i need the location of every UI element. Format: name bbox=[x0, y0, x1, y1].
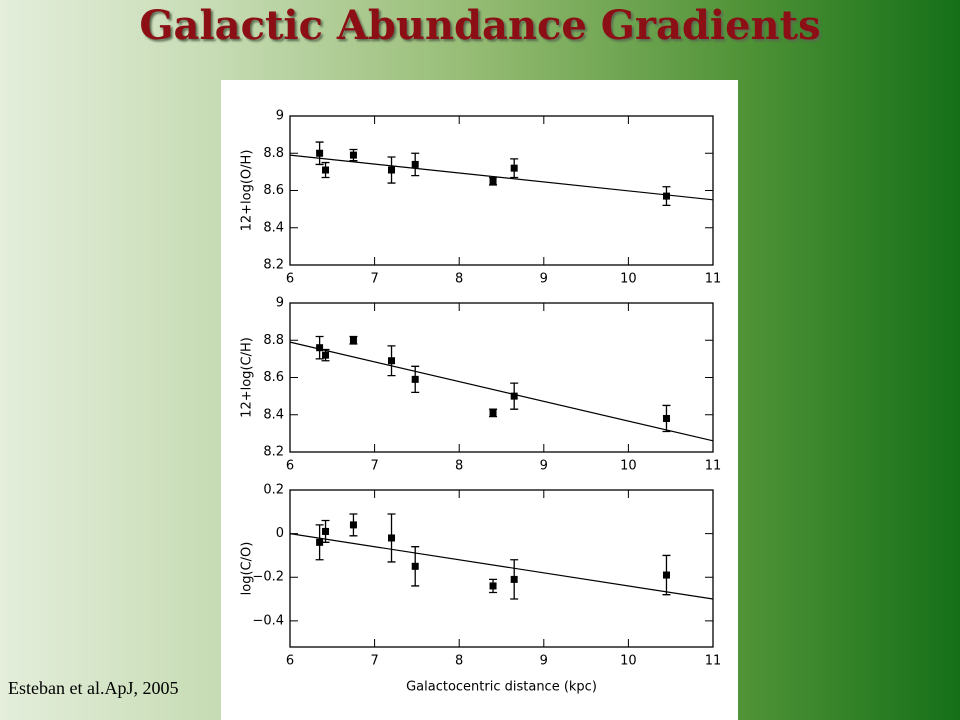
x-tick-label: 10 bbox=[620, 459, 637, 474]
x-tick-label: 7 bbox=[370, 654, 378, 669]
y-tick-label: 0 bbox=[276, 526, 284, 541]
x-tick-label: 9 bbox=[540, 654, 548, 669]
y-tick-label: 8.6 bbox=[263, 370, 284, 385]
y-tick-label: 9 bbox=[276, 296, 284, 311]
y-tick-label: 8.2 bbox=[263, 258, 284, 273]
y-axis-label: 12+log(O/H) bbox=[240, 150, 255, 232]
data-point bbox=[349, 151, 357, 159]
data-point bbox=[388, 357, 396, 365]
data-point bbox=[316, 538, 324, 546]
data-point bbox=[349, 336, 357, 344]
plot-frame bbox=[289, 115, 714, 266]
data-point bbox=[489, 409, 497, 417]
y-tick-label: 8.4 bbox=[263, 407, 284, 422]
data-point bbox=[489, 582, 497, 590]
citation: Esteban et al.ApJ, 2005 bbox=[8, 678, 179, 698]
x-tick-label: 11 bbox=[705, 272, 722, 287]
x-tick-label: 11 bbox=[705, 654, 722, 669]
data-point bbox=[411, 160, 419, 168]
y-axis-label: log(C/O) bbox=[240, 542, 255, 596]
data-point bbox=[510, 575, 518, 583]
x-tick-label: 11 bbox=[705, 459, 722, 474]
fit-line bbox=[289, 533, 714, 600]
y-tick-label: 0.2 bbox=[263, 483, 284, 498]
data-point bbox=[388, 166, 396, 174]
data-point bbox=[489, 177, 497, 185]
data-point bbox=[510, 164, 518, 172]
x-tick-label: 10 bbox=[620, 272, 637, 287]
chart: 8.28.48.68.896 7 8 9 10 1112+log(O/H)8.28.48.… bbox=[240, 109, 722, 695]
x-tick-label: 7 bbox=[370, 272, 378, 287]
plot-frame bbox=[289, 302, 714, 453]
x-tick-label: 6 bbox=[286, 272, 294, 287]
data-point bbox=[322, 351, 330, 359]
data-point bbox=[510, 392, 518, 400]
data-point bbox=[316, 344, 324, 352]
data-point bbox=[662, 571, 670, 579]
data-point bbox=[388, 534, 396, 542]
x-tick-label: 9 bbox=[540, 272, 548, 287]
data-point bbox=[662, 414, 670, 422]
y-tick-label: 8.4 bbox=[263, 220, 284, 235]
x-tick-label: 10 bbox=[620, 654, 637, 669]
fit-line bbox=[289, 154, 714, 201]
data-point bbox=[662, 192, 670, 200]
x-tick-label: 8 bbox=[455, 272, 463, 287]
y-tick-label: −0.2 bbox=[252, 570, 284, 585]
y-tick-label: −0.4 bbox=[252, 613, 284, 628]
y-tick-label: 9 bbox=[276, 109, 284, 124]
y-axis-label: 12+log(C/H) bbox=[240, 337, 255, 418]
x-tick-label: 6 bbox=[286, 654, 294, 669]
x-tick-label: 9 bbox=[540, 459, 548, 474]
plot-frame bbox=[289, 489, 714, 648]
x-tick-label: 7 bbox=[370, 459, 378, 474]
figure-panel: 8.2 8.4 8.6 8.8 9 6 7 8 9 10 11 12+log(O/H) 8.2 8.4 8.… bbox=[221, 80, 738, 720]
x-tick-label: 6 bbox=[286, 459, 294, 474]
x-tick-label: 8 bbox=[455, 654, 463, 669]
fit-line bbox=[289, 341, 714, 442]
y-tick-label: 8.2 bbox=[263, 445, 284, 460]
data-point bbox=[349, 521, 357, 529]
x-tick-label: 8 bbox=[455, 459, 463, 474]
data-point bbox=[411, 562, 419, 570]
data-point bbox=[316, 149, 324, 157]
data-point bbox=[322, 527, 330, 535]
y-tick-label: 8.6 bbox=[263, 183, 284, 198]
x-axis-label: Galactocentric distance (kpc) bbox=[406, 680, 597, 695]
y-tick-label: 8.8 bbox=[263, 146, 284, 161]
y-tick-label: 8.8 bbox=[263, 333, 284, 348]
data-point bbox=[411, 375, 419, 383]
data-point bbox=[322, 166, 330, 174]
slide-title: Galactic Abundance Gradients bbox=[139, 2, 821, 49]
